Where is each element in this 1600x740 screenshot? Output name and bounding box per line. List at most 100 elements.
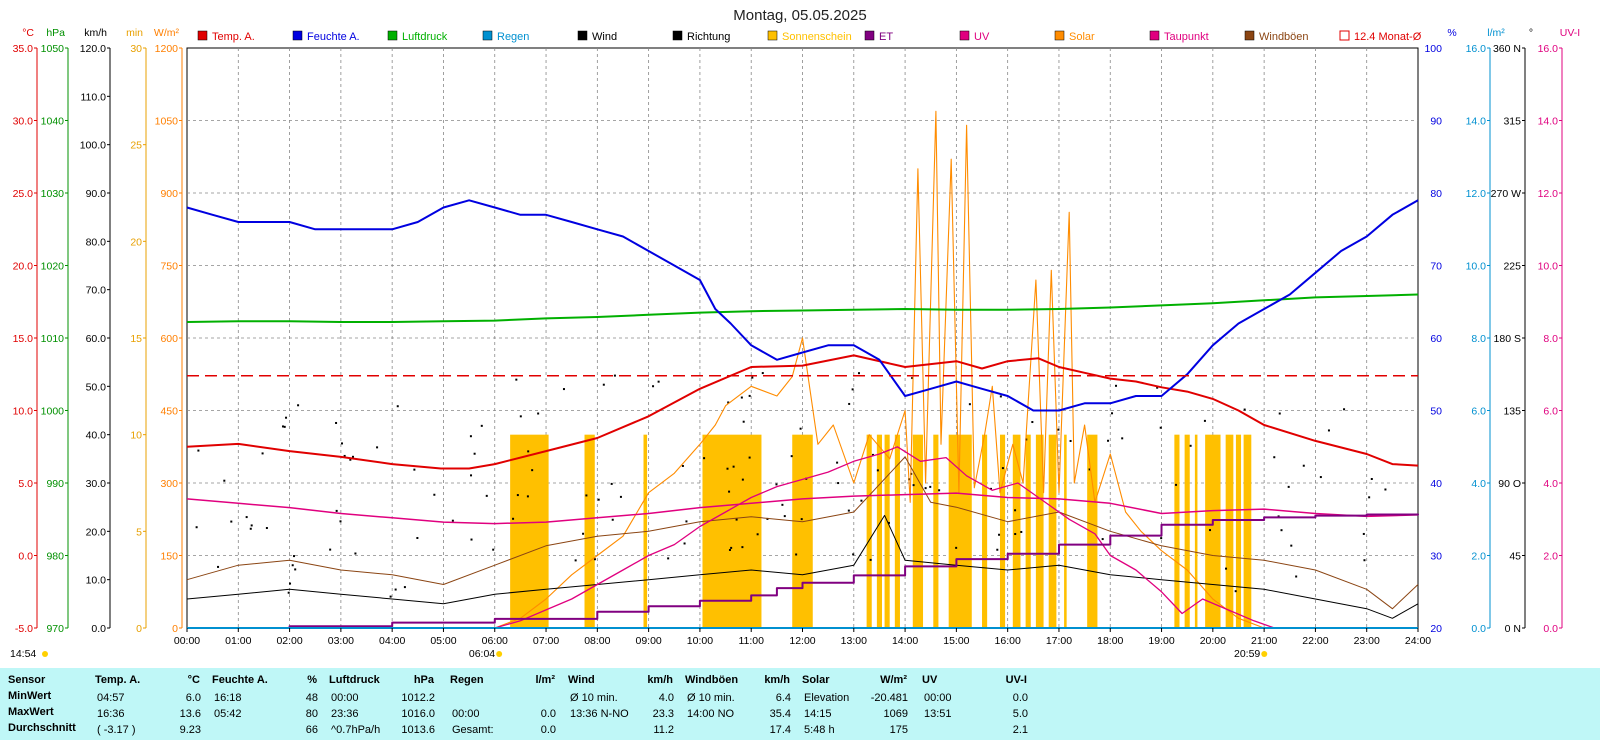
stats-cell-value: 1013.6 [401,724,435,736]
x-axis-tick-label: 23:00 [1354,635,1380,647]
direction-dot [335,421,338,424]
right-axis-tick-label: 315 [1503,116,1521,128]
left-axis-tick-label: 60.0 [86,333,107,345]
right-axis-tick-label: 4.0 [1543,478,1558,490]
direction-dot [1014,509,1017,512]
stats-group-title: UV [922,674,938,686]
right-axis-unit: l/m² [1487,27,1505,39]
stats-cell-label: 00:00 [452,708,480,720]
stats-cell-label: Elevation [804,692,850,704]
stats-cell-label: ^0.7hPa/h [331,724,381,736]
direction-dot [285,416,288,419]
left-axis-tick-label: 30.0 [86,478,107,490]
direction-dot [413,468,416,471]
direction-dot [480,424,483,427]
direction-dot [837,482,840,485]
left-axis-tick-label: 90.0 [86,188,107,200]
left-axis-tick-label: 450 [160,406,178,418]
left-axis-tick-label: 10.0 [13,406,34,418]
direction-dot [741,478,744,481]
legend-label: Windböen [1259,31,1309,43]
direction-dot [860,499,863,502]
direction-dot [685,520,688,523]
sunshine-bar [1225,434,1234,628]
right-axis-tick-label: 10.0 [1466,261,1487,273]
direction-dot [349,458,352,461]
stats-cell-label: 04:57 [97,692,125,704]
direction-dot [857,372,860,375]
direction-dot [339,520,342,523]
direction-dot [223,479,226,482]
direction-dot [924,487,927,490]
sunset-label: 20:59 [1234,648,1260,660]
direction-dot [766,517,769,520]
stats-row-label: Durchschnitt [8,722,76,734]
direction-dot [527,450,530,453]
sunshine-bar [912,434,924,628]
right-axis-tick-label: 360 N [1493,43,1521,55]
stats-cell-value: 4.0 [658,692,674,704]
legend-label: Taupunkt [1164,31,1209,43]
left-axis-tick-label: 25.0 [13,188,34,200]
left-axis-tick-label: 30 [130,43,142,55]
direction-dot [1001,467,1004,470]
right-axis-tick-label: 16.0 [1538,43,1559,55]
stats-row-label: Sensor [8,674,46,686]
direction-dot [297,404,300,407]
stats-group-unit: °C [187,674,200,686]
legend-swatch [577,30,588,41]
direction-dot [703,457,706,460]
stats-cell-value: 13.6 [179,708,201,720]
stats-cell-value: 175 [889,724,908,736]
direction-dot [376,446,379,449]
right-axis-unit: UV-I [1560,27,1580,39]
direction-dot [531,469,534,472]
left-axis-tick-label: 70.0 [86,285,107,297]
sunshine-bar [866,434,872,628]
left-axis-tick-label: 10.0 [86,575,107,587]
sunshine-bar [1064,434,1067,628]
direction-dot [512,517,515,520]
direction-dot [335,509,338,512]
direction-dot [1384,488,1387,491]
direction-dot [683,542,686,545]
x-axis-tick-label: 18:00 [1097,635,1123,647]
legend-label: UV [974,31,990,43]
left-axis-tick-label: 10 [130,430,142,442]
direction-dot [871,453,874,456]
direction-dot [781,503,784,506]
legend-label: Wind [592,31,617,43]
legend-swatch [1149,30,1160,41]
direction-dot [613,374,616,377]
direction-dot [1302,464,1305,467]
stats-cell-label: Ø 10 min. [687,692,735,704]
direction-dot [1295,575,1298,578]
right-axis-tick-label: 6.0 [1471,406,1486,418]
left-axis-tick-label: 1200 [155,43,179,55]
direction-dot [485,494,488,497]
right-axis-tick-label: 225 [1503,261,1521,273]
direction-dot [783,515,786,518]
left-axis-tick-label: 1050 [41,43,65,55]
x-axis-tick-label: 05:00 [430,635,456,647]
direction-dot [526,495,529,498]
legend-swatch [387,30,398,41]
left-axis-tick-label: 35.0 [13,43,34,55]
left-axis-unit: °C [22,27,34,39]
sunshine-bar [702,434,762,628]
right-axis-tick-label: 70 [1430,261,1442,273]
left-axis-tick-label: 980 [46,551,64,563]
right-axis-tick-label: 14.0 [1538,116,1559,128]
legend-swatch [482,30,493,41]
right-axis-tick-label: 40 [1430,478,1442,490]
x-axis-tick-label: 20:00 [1200,635,1226,647]
right-axis-tick-label: 270 W [1491,188,1521,200]
direction-dot [1290,544,1293,547]
direction-dot [912,484,915,487]
left-axis-tick-label: 50.0 [86,381,107,393]
direction-dot [851,388,854,391]
x-axis-tick-label: 17:00 [1046,635,1072,647]
stats-cell-label: 13:36 N-NO [570,708,629,720]
stats-cell-label: 14:15 [804,708,832,720]
left-axis-tick-label: 0 [136,623,142,635]
